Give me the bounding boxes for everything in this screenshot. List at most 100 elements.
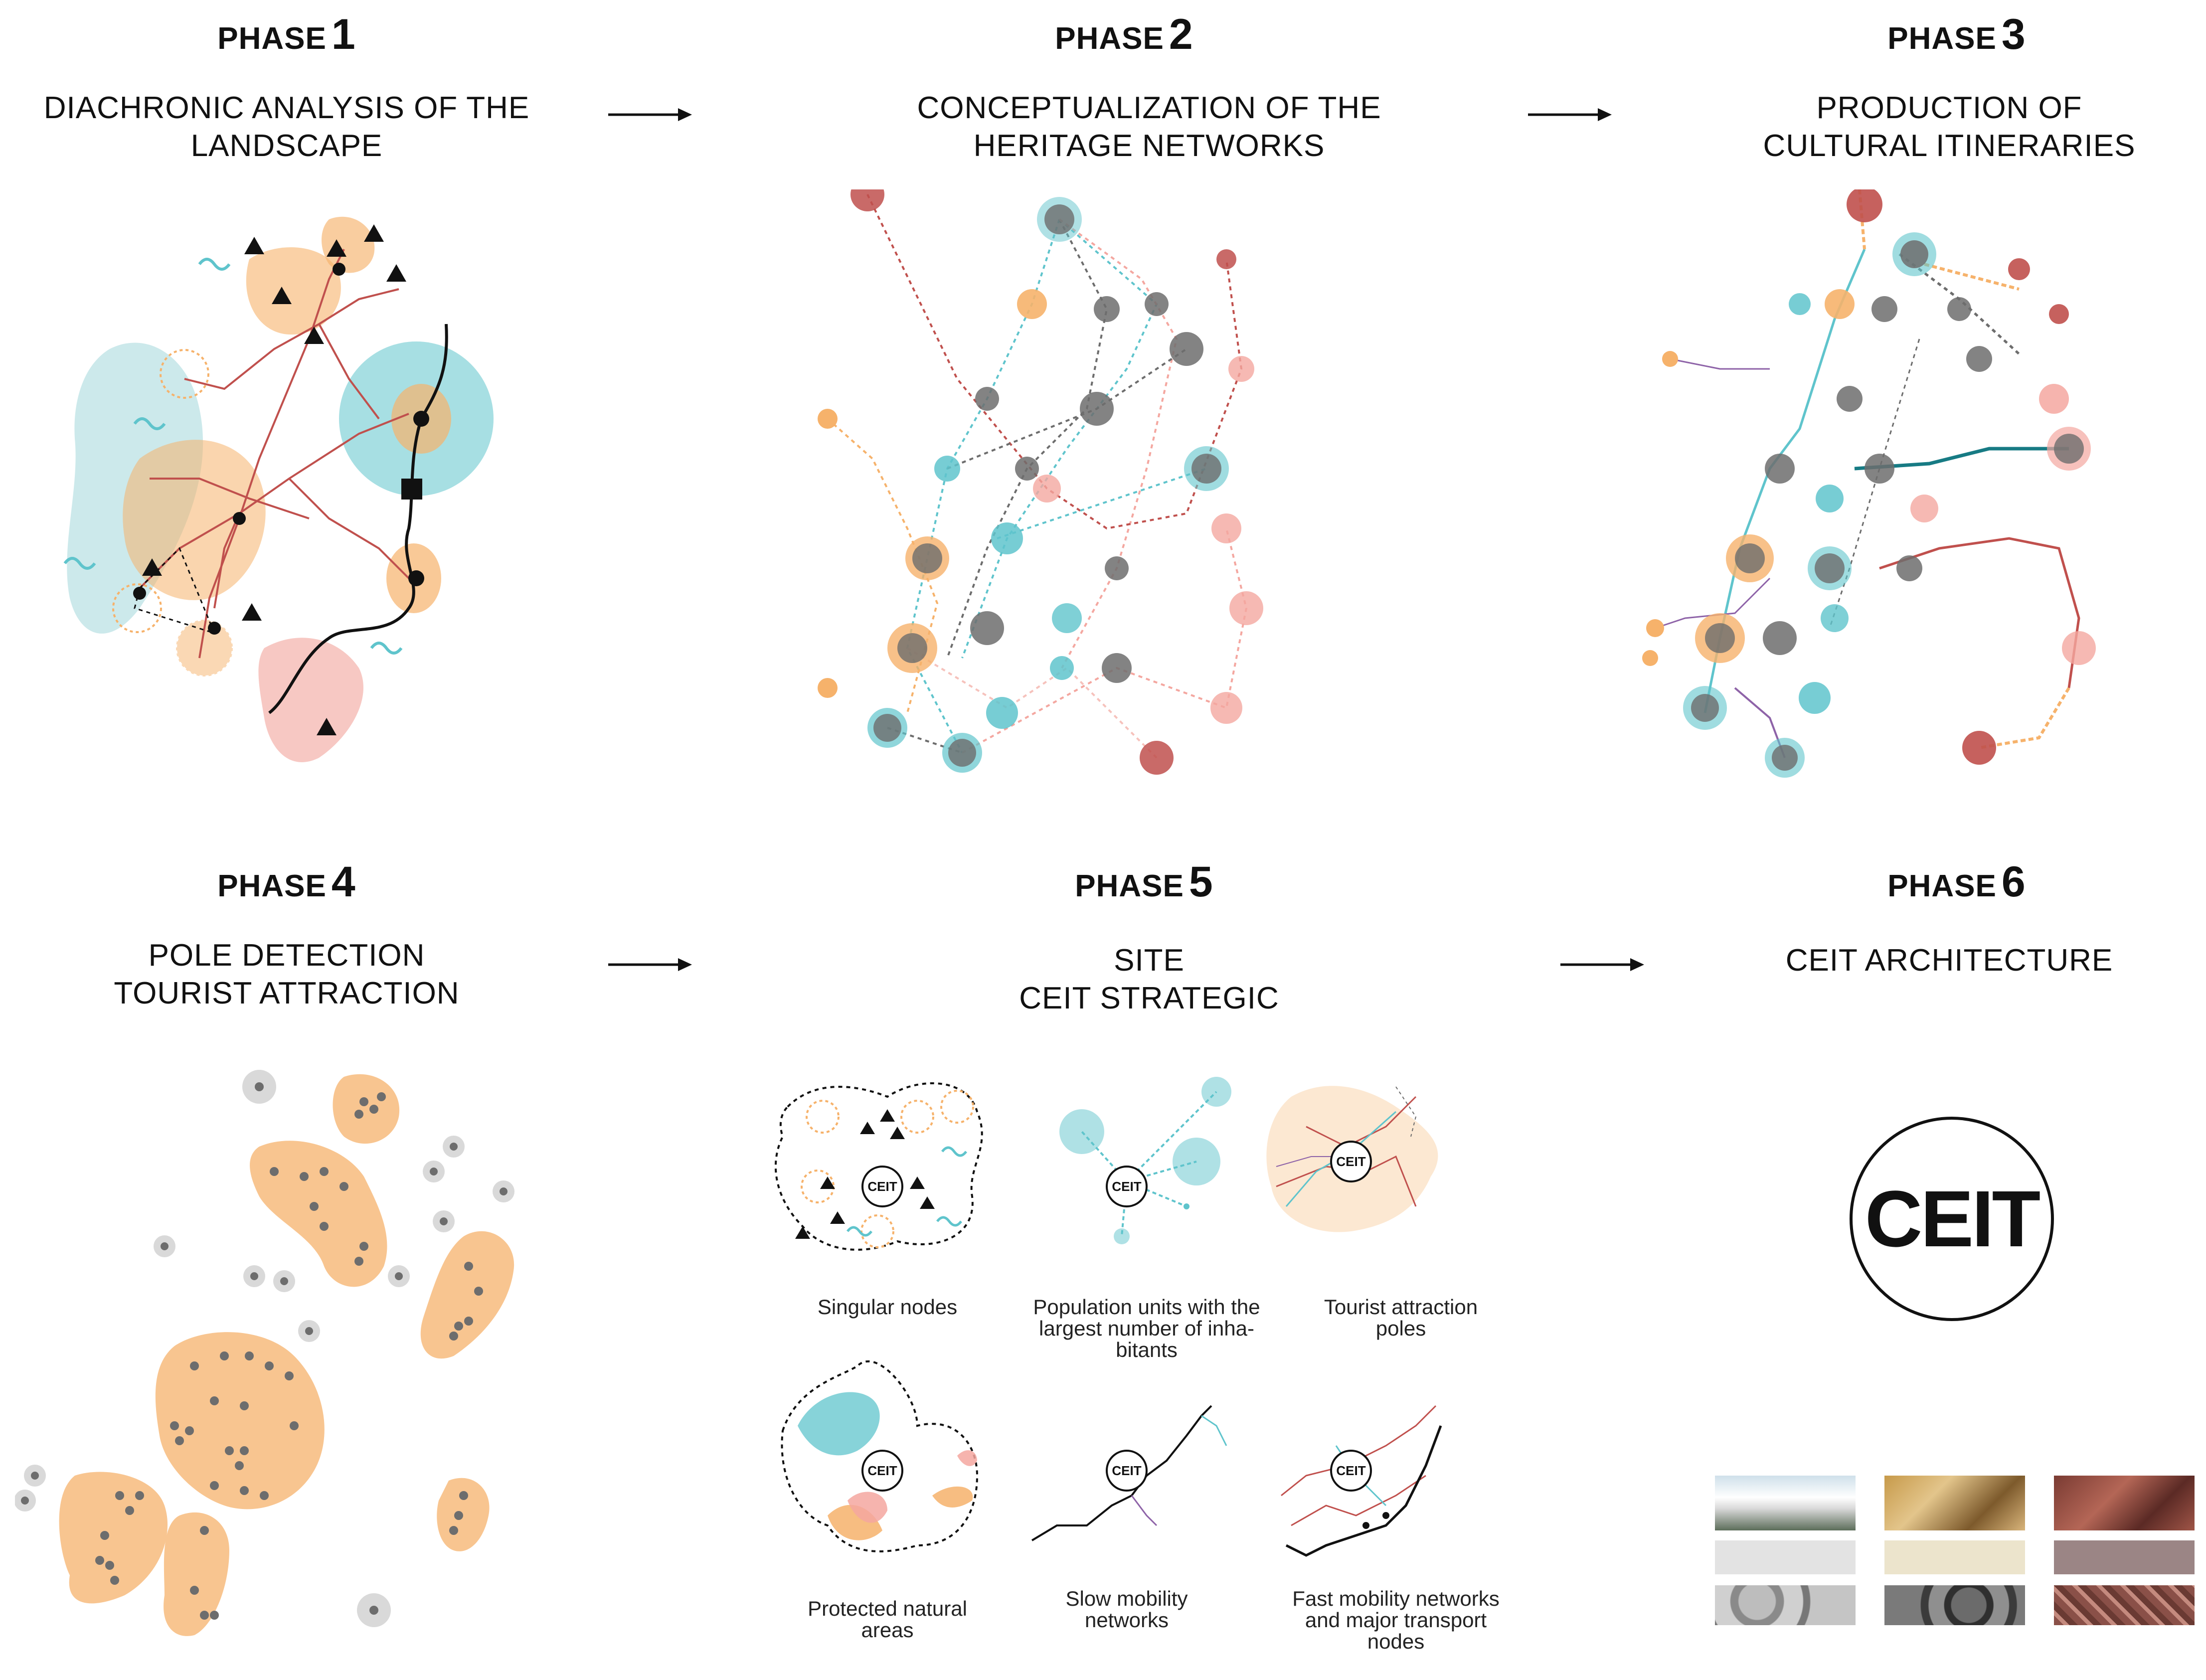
photo-grey-stone — [1715, 1585, 1856, 1625]
phase-number: 4 — [331, 858, 356, 906]
phase-title-line: CULTURAL ITINERARIES — [1763, 129, 2136, 163]
phase-5-heading: PHASE 5 SITE CEIT STRATEGIC — [892, 857, 1406, 1017]
phase-title-line: DIACHRONIC ANALYSIS OF THE — [43, 91, 530, 125]
phase-title-line: SITE — [1114, 943, 1185, 978]
caption-line: poles — [1375, 1317, 1426, 1340]
phase-1-landscape-map — [63, 216, 494, 762]
arrow-right-icon — [1528, 108, 1612, 121]
ceit-node-label: CEIT — [1336, 1463, 1365, 1478]
phase-title-line: HERITAGE NETWORKS — [973, 129, 1325, 163]
phase-title-line: LANDSCAPE — [190, 129, 383, 163]
caption-line: Population units with the — [1033, 1295, 1260, 1319]
protected-areas-caption: Protected natural areas — [768, 1598, 1007, 1641]
network-links — [827, 194, 1248, 759]
phase-word: PHASE — [217, 869, 327, 903]
ceit-node-circles — [861, 1141, 1372, 1492]
phase-4-heading: PHASE 4 POLE DETECTION TOURIST ATTRACTION — [30, 857, 543, 1012]
caption-line: areas — [861, 1618, 914, 1642]
node — [208, 622, 221, 635]
phase-6-heading: PHASE 6 CEIT ARCHITECTURE — [1715, 857, 2184, 980]
phase-3-heading: PHASE 3 PRODUCTION OF CULTURAL ITINERARIES — [1715, 10, 2184, 165]
phase-label: PHASE 6 — [1730, 857, 2184, 907]
phase-label: PHASE 2 — [843, 10, 1406, 59]
phase-word: PHASE — [217, 21, 327, 56]
phase-1-heading: PHASE 1 DIACHRONIC ANALYSIS OF THE LANDSCA… — [30, 10, 543, 165]
ceit-node-label: CEIT — [867, 1179, 897, 1194]
ceit-node-label: CEIT — [1112, 1463, 1141, 1478]
photo-white-village — [1715, 1476, 1856, 1530]
node — [413, 411, 429, 427]
arrow-right-icon — [608, 958, 692, 971]
singular-nodes-caption: Singular nodes — [768, 1296, 1007, 1318]
caption-line: Singular nodes — [817, 1295, 958, 1319]
itinerary-nodes — [1642, 189, 2096, 778]
slow-mobility-caption: Slow mobility networks — [1007, 1588, 1246, 1631]
phase-title: CONCEPTUALIZATION OF THE HERITAGE NETWORK… — [892, 89, 1406, 165]
pole-nodes — [95, 1092, 483, 1620]
node — [133, 587, 146, 600]
settlement-area-shape — [246, 247, 341, 335]
phase-number: 5 — [1188, 858, 1213, 906]
phase-title-line: POLE DETECTION — [148, 938, 425, 973]
photo-red-brick — [2054, 1585, 2195, 1625]
singular-nodes-panel — [774, 1082, 983, 1251]
ceit-node-label: CEIT — [1112, 1179, 1141, 1194]
network-nodes — [818, 189, 1263, 775]
phase-3-itineraries — [1642, 189, 2096, 778]
phase-title: SITE CEIT STRATEGIC — [892, 942, 1406, 1017]
ceit-node-labels: CEIT CEIT CEIT CEIT CEIT CEIT — [867, 1154, 1365, 1478]
settlement-area-shape — [123, 440, 266, 600]
phase-title-line: CEIT ARCHITECTURE — [1785, 943, 2113, 978]
isolated-nodes — [15, 1070, 514, 1627]
settlement-area-shape — [322, 216, 375, 273]
square-node-icon — [401, 479, 422, 500]
node — [333, 263, 345, 276]
caption-line: nodes — [1367, 1630, 1425, 1653]
ceit-node-label: CEIT — [1336, 1154, 1365, 1169]
caption-line: Protected natural — [808, 1597, 967, 1620]
caption-line: and major transport — [1305, 1608, 1487, 1632]
protected-areas-panel — [781, 1360, 979, 1552]
phase-title: DIACHRONIC ANALYSIS OF THE LANDSCAPE — [30, 89, 543, 165]
phase-title: CEIT ARCHITECTURE — [1715, 942, 2184, 980]
phase-2-heritage-network — [818, 189, 1263, 775]
phase-label: PHASE 3 — [1730, 10, 2184, 59]
caption-line: Slow mobility — [1065, 1587, 1188, 1610]
phase-title-line: CEIT STRATEGIC — [1019, 981, 1279, 1015]
phase-label: PHASE 1 — [30, 10, 543, 59]
node — [233, 512, 246, 525]
dotted-buffer — [176, 620, 233, 676]
caption-line: bitants — [1116, 1338, 1178, 1361]
color-swatch-light-grey — [1715, 1540, 1856, 1574]
phase-title-line: CONCEPTUALIZATION OF THE — [917, 91, 1381, 125]
triangle-icon — [795, 1109, 935, 1239]
ceit-node-label: CEIT — [867, 1463, 897, 1478]
ceit-logo-text: CEIT — [1865, 1174, 2040, 1263]
phase-word: PHASE — [1075, 869, 1184, 903]
phase-number: 1 — [331, 10, 356, 58]
phase-4-pole-detection — [15, 1070, 514, 1636]
arrow-right-icon — [1560, 958, 1644, 971]
phase-word: PHASE — [1887, 21, 1997, 56]
photo-red-ruins — [2054, 1476, 2195, 1530]
caption-line: networks — [1084, 1608, 1169, 1632]
caption-line: Fast mobility networks — [1292, 1587, 1500, 1610]
tourist-poles-caption: Tourist attraction poles — [1286, 1296, 1516, 1339]
arrow-right-icon — [608, 108, 692, 121]
ceit-logo: CEIT — [1850, 1117, 2054, 1321]
phase-title-line: PRODUCTION OF — [1816, 91, 2082, 125]
phase-title-line: TOURIST ATTRACTION — [114, 976, 460, 1010]
phase-title: POLE DETECTION TOURIST ATTRACTION — [30, 937, 543, 1012]
phase-label: PHASE 4 — [30, 857, 543, 907]
road-network — [139, 249, 410, 659]
triangle-icon — [142, 224, 406, 735]
phase-number: 3 — [2001, 10, 2026, 58]
phase-label: PHASE 5 — [882, 857, 1406, 907]
population-units-panel — [1059, 1077, 1231, 1244]
wave-icon — [63, 258, 403, 655]
color-swatch-cream — [1884, 1540, 2025, 1574]
protected-area-shape — [258, 638, 363, 762]
dotted-buffer — [160, 349, 209, 399]
phase-word: PHASE — [1887, 869, 1997, 903]
fast-road-line — [268, 324, 448, 714]
